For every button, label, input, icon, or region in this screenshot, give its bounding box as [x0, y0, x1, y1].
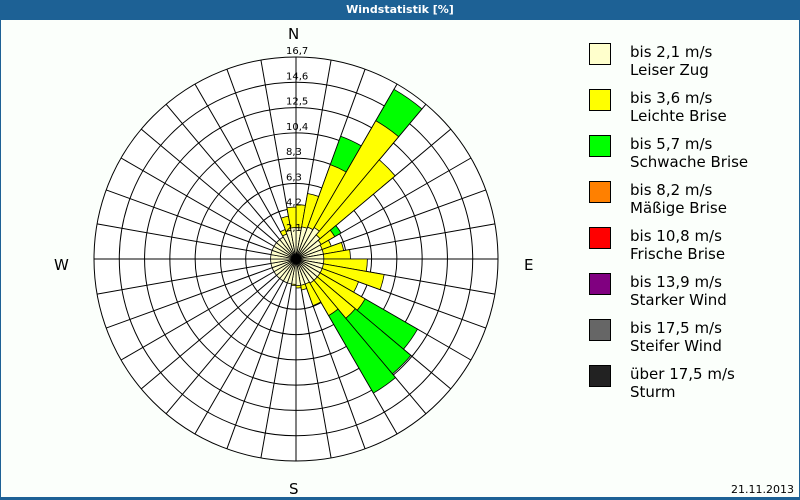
radial-tick-label: 16,7 [286, 46, 308, 57]
grid-spoke [226, 282, 288, 449]
legend-swatch [589, 273, 611, 295]
radial-tick-label: 8,3 [286, 147, 302, 158]
radial-tick-label: 14,6 [286, 71, 308, 82]
legend-label: bis 17,5 m/s Steifer Wind [630, 319, 722, 355]
grid-spoke [226, 69, 288, 236]
grid-spoke [194, 83, 284, 238]
legend-label: bis 8,2 m/s Mäßige Brise [630, 181, 727, 217]
grid-spoke [120, 157, 275, 247]
legend-swatch [589, 365, 611, 387]
radial-tick-label: 6,3 [286, 172, 302, 183]
grid-spoke [106, 189, 273, 251]
grid-spoke [304, 282, 366, 449]
grid-spoke [194, 280, 284, 435]
legend-label: bis 2,1 m/s Leiser Zug [630, 43, 713, 79]
legend-item: bis 13,9 m/s Starker Wind [589, 273, 794, 319]
grid-spoke [317, 157, 472, 247]
date-stamp: 21.11.2013 [731, 483, 794, 496]
sector-bin [295, 159, 396, 260]
legend-label: bis 5,7 m/s Schwache Brise [630, 135, 749, 171]
legend-swatch [589, 181, 611, 203]
compass-west: W [54, 256, 69, 274]
grid-spoke [260, 59, 293, 235]
legend-swatch [589, 135, 611, 157]
legend-item: bis 10,8 m/s Frische Brise [589, 227, 794, 273]
grid-spoke [120, 271, 275, 361]
compass-east: E [524, 256, 534, 274]
grid-spoke [106, 267, 273, 329]
grid-spoke [319, 189, 486, 251]
legend-item: bis 5,7 m/s Schwache Brise [589, 135, 794, 181]
legend-label: bis 10,8 m/s Frische Brise [630, 227, 726, 263]
legend-swatch [589, 43, 611, 65]
grid-spoke [165, 277, 281, 415]
radial-tick-label: 12,5 [286, 97, 308, 108]
sector-bin [290, 227, 297, 260]
grid-spoke [96, 262, 272, 295]
grid-spoke [140, 128, 278, 244]
legend-item: bis 2,1 m/s Leiser Zug [589, 43, 794, 89]
legend: bis 2,1 m/s Leiser Zug bis 3,6 m/s Leichte… [589, 43, 794, 411]
legend-label: bis 13,9 m/s Starker Wind [630, 273, 727, 309]
legend-swatch [589, 319, 611, 341]
grid-spoke [96, 223, 272, 256]
compass-north: N [288, 25, 300, 43]
grid-spoke [165, 103, 281, 241]
legend-swatch [589, 227, 611, 249]
radial-tick-label: 4,2 [286, 198, 302, 209]
window-title: Windstatistik [%] [0, 0, 800, 20]
grid-spoke [140, 274, 278, 390]
legend-item: über 17,5 m/s Sturm [589, 365, 794, 411]
bottom-border [0, 497, 800, 500]
legend-swatch [589, 89, 611, 111]
grid-spoke [260, 283, 293, 459]
sector-bin [295, 120, 400, 260]
legend-label: über 17,5 m/s Sturm [630, 365, 735, 401]
legend-item: bis 17,5 m/s Steifer Wind [589, 319, 794, 365]
legend-label: bis 3,6 m/s Leichte Brise [630, 89, 727, 125]
grid-spoke [299, 283, 332, 459]
radial-tick-label: 2,1 [286, 223, 302, 234]
legend-item: bis 3,6 m/s Leichte Brise [589, 89, 794, 135]
legend-item: bis 8,2 m/s Mäßige Brise [589, 181, 794, 227]
compass-south: S [289, 480, 299, 498]
radial-tick-label: 10,4 [286, 122, 308, 133]
